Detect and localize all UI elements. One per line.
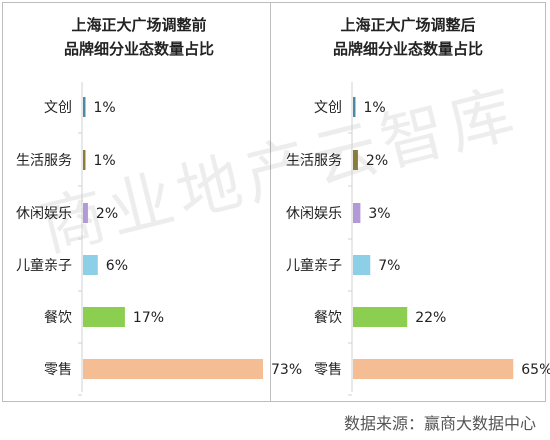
data-source-note: 数据来源：赢商大数据中心 bbox=[343, 414, 536, 433]
before-chart-title-line-2: 品牌细分业态数量占比 bbox=[64, 40, 214, 58]
before-bar bbox=[83, 359, 263, 379]
before-bar bbox=[83, 255, 98, 275]
after-bar bbox=[353, 359, 514, 379]
after-value-label: 22% bbox=[415, 310, 446, 326]
after-category-label: 生活服务 bbox=[286, 153, 342, 169]
after-value-label: 2% bbox=[366, 153, 388, 169]
before-bar bbox=[83, 150, 86, 170]
after-category-label: 儿童亲子 bbox=[286, 257, 342, 274]
before-category-label: 生活服务 bbox=[16, 153, 72, 169]
after-chart-title-line-1: 上海正大广场调整后 bbox=[340, 16, 475, 34]
after-bar bbox=[353, 203, 361, 223]
after-category-label: 休闲娱乐 bbox=[286, 206, 342, 222]
before-value-label: 1% bbox=[93, 153, 115, 169]
after-category-label: 餐饮 bbox=[314, 310, 342, 326]
figure-frame bbox=[2, 2, 546, 402]
after-bar bbox=[353, 97, 356, 117]
before-value-label: 2% bbox=[96, 206, 118, 222]
after-bar bbox=[353, 255, 371, 275]
after-value-label: 1% bbox=[363, 100, 385, 116]
before-category-label: 餐饮 bbox=[44, 310, 72, 326]
after-value-label: 7% bbox=[378, 258, 400, 274]
before-value-label: 1% bbox=[93, 100, 115, 116]
before-value-label: 6% bbox=[106, 258, 128, 274]
before-value-label: 73% bbox=[271, 362, 302, 378]
after-chart-title-line-2: 品牌细分业态数量占比 bbox=[333, 40, 483, 58]
before-category-label: 文创 bbox=[44, 100, 72, 116]
panel-divider bbox=[270, 2, 271, 402]
before-value-label: 17% bbox=[133, 310, 164, 326]
after-category-label: 零售 bbox=[314, 362, 342, 378]
before-chart-title-line-1: 上海正大广场调整前 bbox=[71, 16, 206, 34]
after-bar bbox=[353, 307, 408, 327]
after-value-label: 65% bbox=[521, 362, 550, 378]
after-category-label: 文创 bbox=[314, 100, 342, 116]
after-value-label: 3% bbox=[368, 206, 390, 222]
before-category-label: 零售 bbox=[44, 362, 72, 378]
before-bar bbox=[83, 203, 88, 223]
before-category-label: 休闲娱乐 bbox=[16, 206, 72, 222]
after-bar bbox=[353, 150, 358, 170]
before-bar bbox=[83, 97, 86, 117]
before-category-label: 儿童亲子 bbox=[16, 257, 72, 274]
before-bar bbox=[83, 307, 125, 327]
